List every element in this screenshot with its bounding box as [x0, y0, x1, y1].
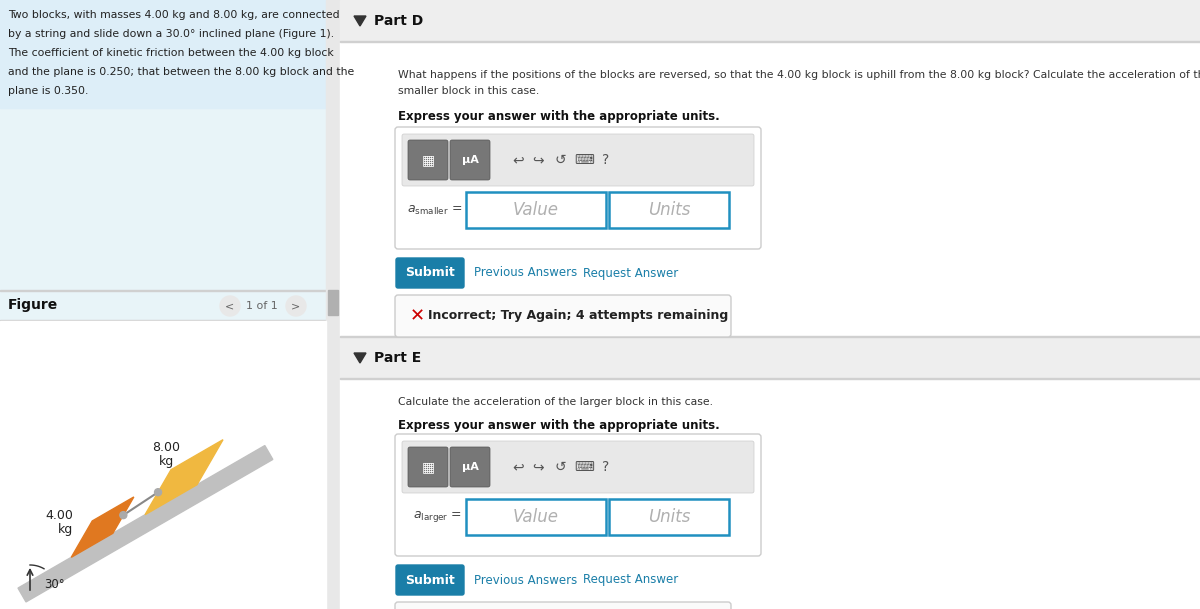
Text: Submit: Submit — [406, 574, 455, 586]
Polygon shape — [71, 497, 134, 557]
FancyBboxPatch shape — [396, 258, 464, 288]
Text: ⌨: ⌨ — [574, 460, 594, 474]
Text: Previous Answers: Previous Answers — [474, 267, 577, 280]
Text: plane is 0.350.: plane is 0.350. — [8, 86, 89, 96]
Polygon shape — [354, 353, 366, 363]
FancyBboxPatch shape — [450, 140, 490, 180]
Bar — [0, 290, 326, 291]
Text: and the plane is 0.250; that between the 8.00 kg block and the: and the plane is 0.250; that between the… — [8, 67, 354, 77]
Text: What happens if the positions of the blocks are reversed, so that the 4.00 kg bl: What happens if the positions of the blo… — [398, 70, 1200, 80]
Text: ↪: ↪ — [532, 460, 544, 474]
Text: Part D: Part D — [374, 14, 424, 28]
Text: Express your answer with the appropriate units.: Express your answer with the appropriate… — [398, 419, 720, 432]
Text: Units: Units — [648, 508, 690, 526]
Polygon shape — [145, 440, 223, 515]
Text: smaller block in this case.: smaller block in this case. — [398, 86, 539, 96]
Text: 30°: 30° — [44, 579, 65, 591]
FancyBboxPatch shape — [408, 140, 448, 180]
Text: Calculate the acceleration of the larger block in this case.: Calculate the acceleration of the larger… — [398, 397, 713, 407]
Bar — [0, 321, 326, 609]
Text: ↩: ↩ — [512, 460, 524, 474]
FancyBboxPatch shape — [396, 565, 464, 595]
Bar — [466, 499, 606, 535]
Text: ↺: ↺ — [554, 153, 566, 167]
FancyBboxPatch shape — [408, 447, 448, 487]
Text: Previous Answers: Previous Answers — [474, 574, 577, 586]
Text: kg: kg — [158, 455, 174, 468]
Text: Express your answer with the appropriate units.: Express your answer with the appropriate… — [398, 110, 720, 123]
Circle shape — [155, 488, 162, 496]
Text: kg: kg — [58, 523, 73, 536]
Text: ↺: ↺ — [554, 460, 566, 474]
Bar — [340, 336, 1200, 337]
Bar — [326, 0, 340, 609]
Circle shape — [286, 296, 306, 316]
Text: Incorrect; Try Again; 4 attempts remaining: Incorrect; Try Again; 4 attempts remaini… — [428, 309, 728, 323]
Bar — [328, 290, 338, 315]
Bar — [466, 192, 606, 228]
Text: $a_{\rm smaller}$ =: $a_{\rm smaller}$ = — [407, 203, 462, 217]
Bar — [340, 0, 1200, 609]
FancyBboxPatch shape — [450, 447, 490, 487]
Text: Value: Value — [514, 508, 559, 526]
Bar — [340, 0, 1200, 42]
Text: Request Answer: Request Answer — [583, 574, 678, 586]
Text: >: > — [292, 301, 301, 311]
Text: μA: μA — [462, 155, 479, 165]
Polygon shape — [354, 16, 366, 26]
Text: Two blocks, with masses 4.00 kg and 8.00 kg, are connected: Two blocks, with masses 4.00 kg and 8.00… — [8, 10, 340, 20]
Bar — [0, 0, 326, 108]
Text: Request Answer: Request Answer — [583, 267, 678, 280]
Text: ?: ? — [602, 460, 610, 474]
Text: ↩: ↩ — [512, 153, 524, 167]
Text: by a string and slide down a 30.0° inclined plane (Figure 1).: by a string and slide down a 30.0° incli… — [8, 29, 334, 39]
Text: Submit: Submit — [406, 267, 455, 280]
Text: $a_{\rm larger}$ =: $a_{\rm larger}$ = — [413, 510, 462, 524]
Bar — [610, 192, 730, 228]
Text: μA: μA — [462, 462, 479, 472]
FancyBboxPatch shape — [402, 441, 754, 493]
Text: 4.00: 4.00 — [44, 509, 73, 522]
Circle shape — [120, 512, 127, 519]
Bar — [0, 0, 326, 609]
FancyBboxPatch shape — [395, 127, 761, 249]
FancyBboxPatch shape — [402, 134, 754, 186]
Text: ▦: ▦ — [421, 460, 434, 474]
Text: Value: Value — [514, 201, 559, 219]
Bar — [340, 337, 1200, 379]
Bar — [340, 379, 1200, 609]
Circle shape — [220, 296, 240, 316]
Text: <: < — [226, 301, 235, 311]
FancyBboxPatch shape — [395, 602, 731, 609]
Text: ✕: ✕ — [410, 307, 425, 325]
Text: 8.00: 8.00 — [152, 441, 180, 454]
Text: Part E: Part E — [374, 351, 421, 365]
Text: Figure: Figure — [8, 298, 59, 312]
Bar — [340, 42, 1200, 337]
FancyBboxPatch shape — [395, 295, 731, 337]
Bar — [343, 0, 1200, 609]
Bar — [340, 378, 1200, 379]
Bar — [340, 41, 1200, 42]
Text: Units: Units — [648, 201, 690, 219]
Text: ⌨: ⌨ — [574, 153, 594, 167]
Polygon shape — [18, 446, 272, 602]
Text: ↪: ↪ — [532, 153, 544, 167]
Text: ▦: ▦ — [421, 153, 434, 167]
Bar — [610, 499, 730, 535]
FancyBboxPatch shape — [395, 434, 761, 556]
Text: 1 of 1: 1 of 1 — [246, 301, 277, 311]
Text: ?: ? — [602, 153, 610, 167]
Text: The coefficient of kinetic friction between the 4.00 kg block: The coefficient of kinetic friction betw… — [8, 48, 334, 58]
Bar — [0, 320, 326, 321]
